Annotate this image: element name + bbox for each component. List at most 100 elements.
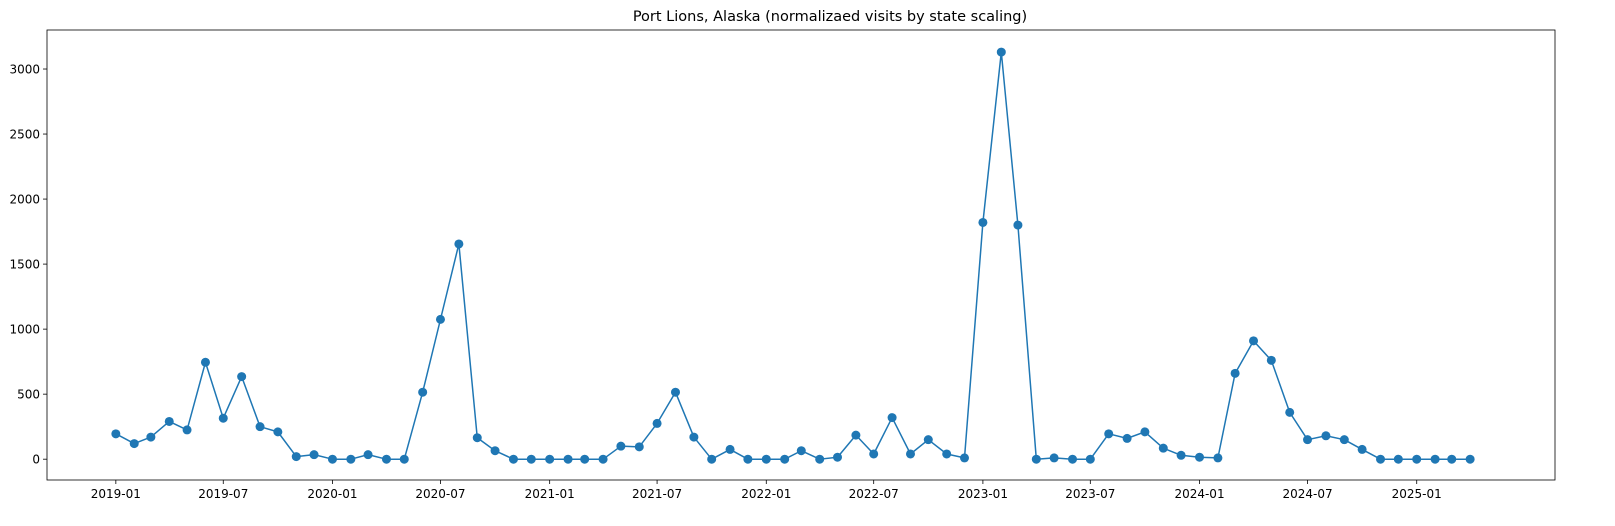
data-point-2023-02 — [996, 47, 1006, 57]
data-point-2019-08 — [237, 372, 247, 382]
data-point-2024-05 — [1266, 355, 1276, 365]
data-point-2021-11 — [725, 444, 735, 454]
x-tick-label-6: 2022-01 — [741, 487, 791, 501]
x-tick-label-1: 2019-07 — [198, 487, 248, 501]
data-point-2025-02 — [1430, 454, 1440, 464]
data-point-2024-09 — [1339, 435, 1349, 445]
data-point-2019-10 — [273, 427, 283, 437]
data-point-2021-03 — [580, 454, 590, 464]
data-point-2022-12 — [960, 453, 970, 463]
data-point-2020-08 — [454, 239, 464, 249]
data-point-2019-07 — [218, 413, 228, 423]
data-point-2020-12 — [526, 454, 536, 464]
data-point-2023-10 — [1140, 427, 1150, 437]
data-point-2022-09 — [905, 449, 915, 459]
data-point-2022-10 — [923, 435, 933, 445]
data-point-2023-09 — [1122, 433, 1132, 443]
data-point-2023-05 — [1049, 453, 1059, 463]
x-tick-label-7: 2022-07 — [849, 487, 899, 501]
data-point-2023-03 — [1013, 220, 1023, 230]
data-point-2021-05 — [616, 441, 626, 451]
data-point-2021-08 — [670, 387, 680, 397]
series-line — [115, 51, 1471, 460]
data-point-2020-02 — [346, 454, 356, 464]
data-point-2020-05 — [399, 454, 409, 464]
data-point-2023-12 — [1176, 450, 1186, 460]
x-tick-label-12: 2025-01 — [1392, 487, 1442, 501]
data-point-2020-04 — [381, 454, 391, 464]
x-tick-label-5: 2021-07 — [632, 487, 682, 501]
data-point-2023-04 — [1031, 454, 1041, 464]
data-point-2021-10 — [707, 454, 717, 464]
data-point-2022-08 — [887, 413, 897, 423]
data-point-2020-10 — [490, 446, 500, 456]
data-point-2019-04 — [164, 416, 174, 426]
data-point-2024-10 — [1357, 444, 1367, 454]
data-point-2019-05 — [182, 425, 192, 435]
data-point-2021-04 — [598, 454, 608, 464]
data-point-2022-05 — [832, 452, 842, 462]
x-tick-label-4: 2021-01 — [525, 487, 575, 501]
data-point-2021-02 — [563, 454, 573, 464]
data-point-2023-07 — [1085, 454, 1095, 464]
y-tick-label-4: 2000 — [9, 193, 40, 207]
data-point-2021-12 — [743, 454, 753, 464]
data-point-2021-01 — [545, 454, 555, 464]
data-point-2023-06 — [1068, 454, 1078, 464]
data-point-2024-06 — [1285, 407, 1295, 417]
data-point-2024-11 — [1376, 454, 1386, 464]
y-tick-label-3: 1500 — [9, 258, 40, 272]
data-point-2024-01 — [1195, 452, 1205, 462]
y-tick-label-0: 0 — [32, 453, 40, 467]
data-point-2022-04 — [815, 454, 825, 464]
plot-area: 2019-01 2019-07 2020-01 2020-07 2021-01 2021-… — [9, 29, 1556, 501]
chart-title: Port Lions, Alaska (normalizaed visits b… — [633, 9, 1027, 25]
data-point-2024-07 — [1303, 435, 1313, 445]
data-point-2020-06 — [418, 387, 428, 397]
data-point-2022-02 — [780, 454, 790, 464]
x-tick-label-10: 2024-01 — [1174, 487, 1224, 501]
data-point-2022-03 — [796, 446, 806, 456]
data-point-2025-01 — [1412, 454, 1422, 464]
data-point-2022-01 — [761, 454, 771, 464]
data-point-2024-12 — [1393, 454, 1403, 464]
data-point-2019-01 — [111, 429, 121, 439]
data-point-2022-11 — [942, 449, 952, 459]
data-point-2021-06 — [634, 442, 644, 452]
x-tick-label-11: 2024-07 — [1282, 487, 1332, 501]
data-point-2024-02 — [1213, 453, 1223, 463]
data-point-2025-03 — [1447, 454, 1457, 464]
x-tick-label-3: 2020-07 — [415, 487, 465, 501]
x-tick-label-9: 2023-07 — [1065, 487, 1115, 501]
data-point-2020-03 — [363, 450, 373, 460]
data-point-2021-09 — [689, 432, 699, 442]
data-point-2022-07 — [869, 449, 879, 459]
data-point-2021-07 — [652, 418, 662, 428]
data-point-2024-08 — [1321, 431, 1331, 441]
data-point-2019-12 — [309, 450, 319, 460]
data-point-2020-01 — [327, 454, 337, 464]
y-tick-label-5: 2500 — [9, 128, 40, 142]
x-tick-label-2: 2020-01 — [307, 487, 357, 501]
data-point-2019-02 — [129, 439, 139, 449]
y-tick-label-1: 500 — [17, 388, 40, 402]
data-point-2025-04 — [1465, 454, 1475, 464]
axes-frame — [46, 29, 1556, 481]
data-point-2023-11 — [1158, 443, 1168, 453]
data-point-2023-01 — [978, 217, 988, 227]
x-tick-label-0: 2019-01 — [91, 487, 141, 501]
data-point-2024-04 — [1249, 336, 1259, 346]
data-point-2019-09 — [255, 422, 265, 432]
data-point-2024-03 — [1230, 368, 1240, 378]
data-point-2023-08 — [1104, 429, 1114, 439]
data-point-2022-06 — [851, 430, 861, 440]
y-tick-label-2: 1000 — [9, 323, 40, 337]
x-tick-label-8: 2023-01 — [958, 487, 1008, 501]
data-point-2020-09 — [472, 433, 482, 443]
data-point-2019-06 — [200, 357, 210, 367]
data-point-2020-07 — [435, 314, 445, 324]
data-point-2019-11 — [291, 452, 301, 462]
y-tick-label-6: 3000 — [9, 63, 40, 77]
data-point-2019-03 — [146, 432, 156, 442]
